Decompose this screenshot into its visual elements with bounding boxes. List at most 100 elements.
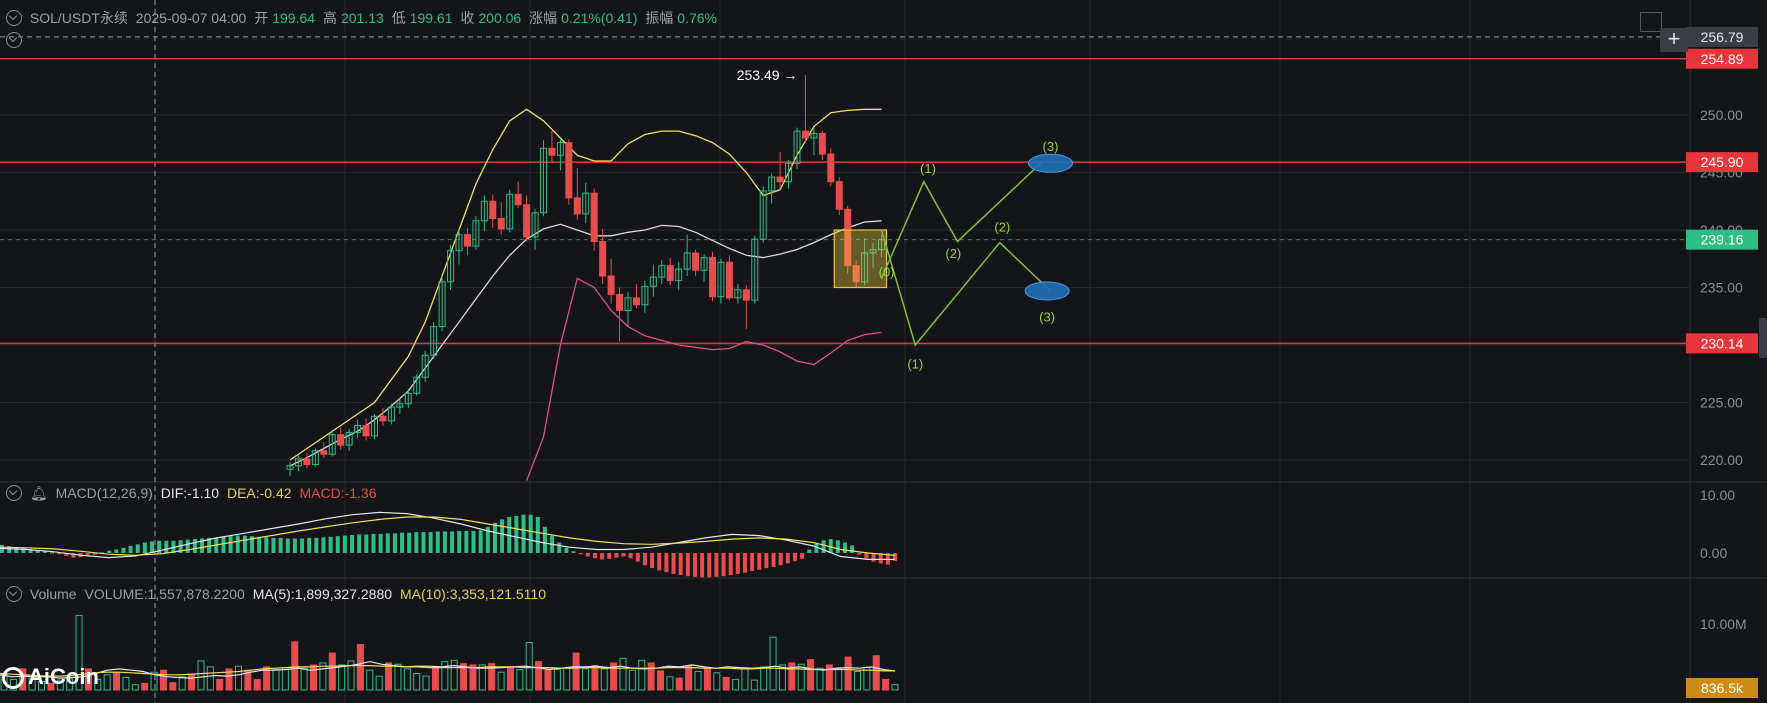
macd-value: MACD:-1.36: [299, 485, 377, 501]
settings-circle-icon[interactable]: [6, 32, 22, 48]
macd-histogram-bar: [864, 553, 869, 559]
volume-bar: [394, 663, 402, 691]
macd-histogram-bar: [750, 553, 755, 571]
macd-histogram-bar: [842, 542, 847, 553]
candle-body: [573, 197, 581, 215]
volume-bar: [225, 668, 233, 691]
volume-bar: [141, 682, 149, 691]
macd-histogram-bar: [642, 553, 647, 566]
volume-bar: [75, 614, 83, 691]
volume-bar: [281, 667, 289, 691]
volume-bar: [403, 668, 411, 691]
macd-title[interactable]: MACD(12,26,9): [55, 485, 153, 501]
candle-body: [607, 275, 615, 295]
volume-value: VOLUME:1,557,878.2200: [84, 586, 245, 602]
volume-bar: [469, 664, 477, 691]
volume-bar: [478, 664, 486, 691]
bell-icon[interactable]: 🔔︎: [29, 485, 48, 501]
macd-histogram-bar: [528, 514, 533, 553]
volume-bar: [544, 669, 552, 691]
candle-body: [649, 276, 657, 287]
macd-histogram-bar: [321, 537, 326, 553]
candle-body: [396, 403, 404, 408]
macd-histogram-bar: [450, 531, 455, 553]
wave-label: (3): [1039, 309, 1055, 324]
volume-bar: [84, 668, 92, 691]
macd-histogram-bar: [835, 540, 840, 553]
candle-body: [430, 326, 438, 356]
volume-bar: [56, 679, 64, 691]
price-tag-bg: [1686, 333, 1758, 354]
macd-dif-line: [0, 511, 895, 560]
macd-histogram-bar: [35, 550, 40, 553]
macd-histogram-bar: [407, 532, 412, 553]
volume-bar: [807, 659, 815, 691]
macd-histogram-bar: [357, 534, 362, 553]
macd-histogram-bar: [421, 532, 426, 553]
macd-histogram-bar: [478, 530, 483, 553]
macd-dif: DIF:-1.10: [160, 485, 220, 501]
candle-body: [768, 176, 776, 192]
collapse-icon[interactable]: [6, 10, 22, 26]
candle-body: [447, 250, 455, 283]
price-axis-tick: 220.00: [1700, 452, 1743, 468]
symbol-name[interactable]: SOL/USDT永续: [29, 10, 128, 26]
macd-histogram-bar: [92, 553, 97, 555]
volume-bar: [159, 669, 167, 691]
volume-bar: [234, 665, 242, 691]
macd-histogram-bar: [585, 553, 590, 557]
volume-bar: [722, 676, 730, 691]
volume-bar: [732, 678, 740, 691]
volume-bar: [310, 664, 318, 691]
volume-bar: [103, 674, 111, 691]
macd-histogram-bar: [500, 519, 505, 553]
macd-histogram-bar: [50, 552, 55, 554]
macd-histogram-bar: [778, 553, 783, 566]
macd-histogram-bar: [557, 542, 562, 553]
volume-bar: [385, 662, 393, 691]
volume-bar: [94, 678, 102, 691]
candle-body: [700, 257, 708, 271]
volume-collapse-icon[interactable]: [6, 586, 22, 602]
candle-datetime: 2025-09-07 04:00: [135, 10, 247, 26]
candle-body: [835, 181, 843, 210]
volume-bar: [535, 661, 543, 691]
macd-histogram-bar: [542, 526, 547, 553]
macd-histogram-bar: [728, 553, 733, 576]
candle-body: [480, 200, 488, 222]
candle-body: [371, 415, 378, 437]
candle-body: [810, 132, 818, 139]
volume-bar: [741, 668, 749, 691]
change-value: 0.21%(0.41): [561, 10, 638, 26]
candle-body: [692, 252, 700, 271]
macd-histogram-bar: [685, 553, 690, 577]
volume-bar: [713, 672, 721, 691]
candle-body: [844, 208, 852, 267]
macd-histogram-bar: [535, 517, 540, 553]
macd-histogram-bar: [264, 537, 269, 553]
macd-histogram-bar: [107, 550, 112, 553]
macd-histogram-bar: [578, 553, 583, 555]
candle-body: [421, 354, 429, 378]
volume-bar: [506, 666, 514, 691]
volume-title[interactable]: Volume: [29, 586, 77, 602]
volume-ma10-line: [0, 665, 895, 677]
add-alert-button[interactable]: +: [1660, 28, 1688, 52]
volume-bar: [638, 659, 646, 691]
volume-bar: [413, 673, 421, 691]
candle-body: [776, 176, 784, 183]
volume-bar: [788, 662, 796, 691]
wave-label: (1): [920, 161, 936, 176]
price-tag: 230.14: [1701, 335, 1744, 351]
candle-body: [455, 234, 463, 252]
candle-body: [506, 193, 514, 230]
volume-bar: [319, 662, 327, 691]
logo-mark-icon: [2, 667, 24, 689]
expand-icon[interactable]: [1640, 12, 1662, 32]
volume-bar: [338, 664, 346, 691]
macd-histogram-bar: [228, 536, 233, 553]
candle-body: [531, 212, 539, 238]
volume-bar: [694, 671, 702, 691]
macd-collapse-icon[interactable]: [6, 485, 22, 501]
